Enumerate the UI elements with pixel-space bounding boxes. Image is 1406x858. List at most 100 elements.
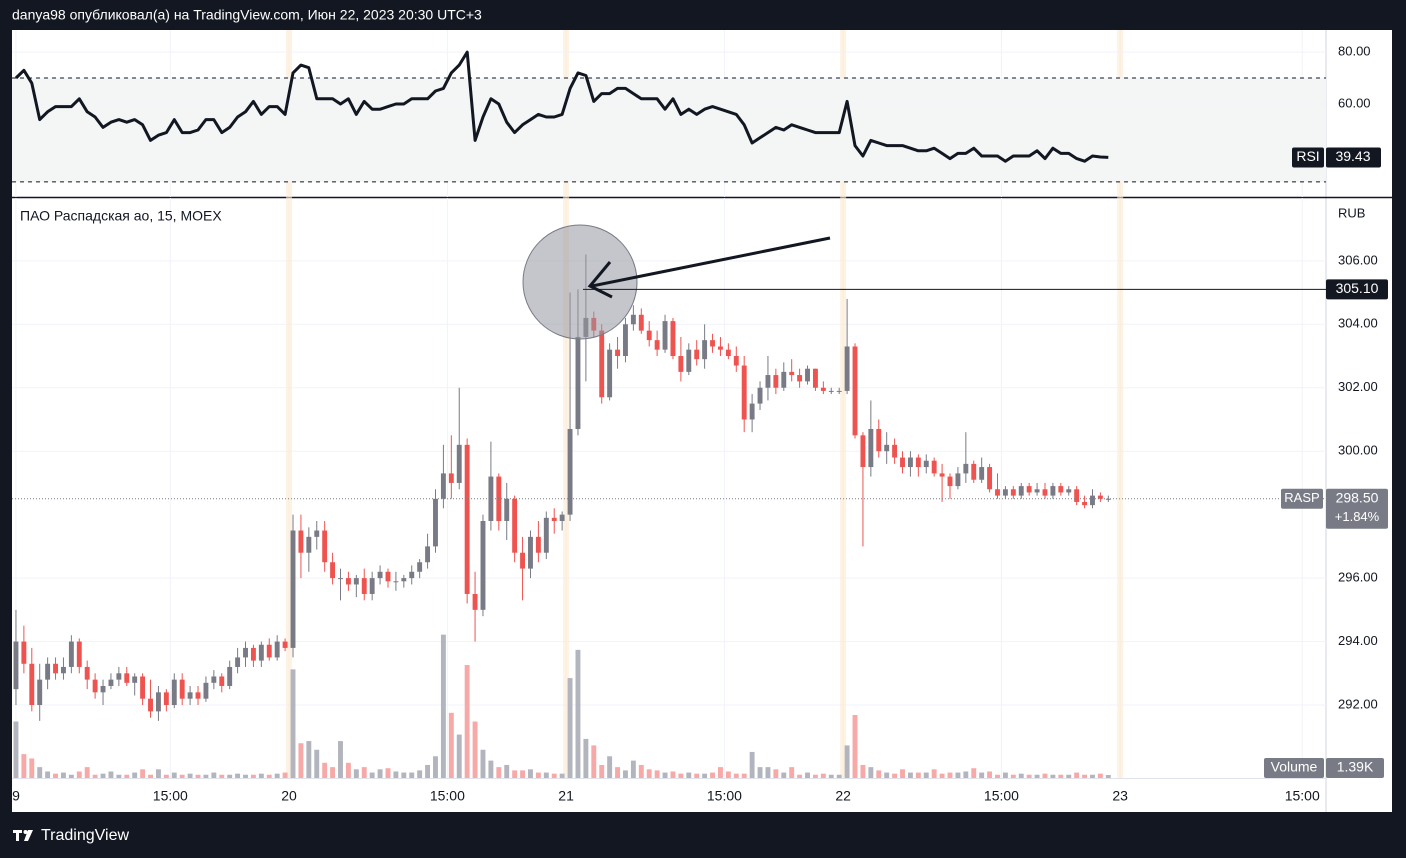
volume-bar <box>219 774 225 778</box>
candle-body <box>345 578 351 585</box>
volume-bar <box>852 715 858 778</box>
volume-bar <box>21 754 27 778</box>
session-breaks <box>286 30 1124 778</box>
candle-body <box>805 368 810 382</box>
volume-bar <box>733 773 739 778</box>
volume-bar <box>868 767 874 778</box>
candle-body <box>551 517 557 521</box>
rsi-band-fill <box>12 78 1326 182</box>
candle-body <box>440 473 446 499</box>
volume-bar <box>836 774 842 778</box>
candle-body <box>995 489 1000 496</box>
rsi-tick-label: 60.00 <box>1338 95 1371 110</box>
candle-body <box>1002 489 1008 496</box>
volume-bar <box>266 774 272 778</box>
candle-body <box>757 387 763 404</box>
last-price-badge <box>1326 488 1388 529</box>
volume-bar <box>464 665 470 778</box>
candle-body <box>37 679 43 706</box>
candle-body <box>243 647 248 658</box>
candle-body <box>955 473 961 487</box>
candle-body <box>725 349 731 357</box>
volume-bar <box>148 774 153 778</box>
candle-body <box>353 578 359 585</box>
volume-bar <box>155 769 161 778</box>
candle-body <box>987 467 993 490</box>
volume-bar <box>353 769 359 778</box>
volume-name: Volume <box>1271 759 1318 775</box>
volume-bar <box>575 649 581 778</box>
candle-body <box>915 457 921 468</box>
y-tick-label: 294.00 <box>1338 633 1378 648</box>
header: danya98 опубликовал(а) на TradingView.co… <box>12 7 482 23</box>
volume-bar <box>939 773 945 778</box>
candle-body <box>844 346 850 391</box>
volume-bar <box>1082 774 1088 778</box>
x-tick-label: 15:00 <box>430 788 465 804</box>
volume-bar <box>907 772 913 778</box>
volume-bar <box>931 769 937 778</box>
candle-body <box>116 673 122 680</box>
candle-body <box>884 444 890 452</box>
candle-body <box>45 663 51 680</box>
axis-labels: 306.00 304.00 302.00 300.00 296.00 294.00 292.… <box>12 252 1378 803</box>
volume-bar <box>623 770 628 778</box>
candle-body <box>266 644 272 658</box>
candle-body <box>575 336 581 429</box>
candle-body <box>947 476 953 487</box>
volume-bar <box>1042 773 1048 778</box>
candle-body <box>852 346 858 436</box>
volume-bar <box>1010 774 1016 778</box>
volume-bar <box>409 772 415 778</box>
volume-bar <box>179 774 185 778</box>
x-tick-label: 23 <box>1112 788 1128 804</box>
volume-bar <box>274 773 280 778</box>
candle-body <box>1034 489 1040 493</box>
volume-bar <box>211 772 217 778</box>
candle-body <box>21 641 27 664</box>
volume-bar <box>203 774 209 778</box>
volume-bar <box>393 771 399 778</box>
candle-body <box>187 692 193 699</box>
candle-body <box>1010 489 1016 496</box>
volume-bar <box>995 774 1000 778</box>
volume-bar <box>456 734 462 778</box>
volume-bar <box>520 770 526 778</box>
volume-bar <box>195 774 201 778</box>
candle-body <box>504 498 510 521</box>
annotation <box>522 224 1326 340</box>
volume-bar <box>258 773 264 778</box>
candle-body <box>274 641 280 658</box>
volume-bar <box>876 770 882 778</box>
candle-body <box>155 692 161 712</box>
x-tick-label: 9 <box>12 788 20 804</box>
candle-body <box>1042 489 1048 496</box>
y-tick-label: 304.00 <box>1338 316 1378 331</box>
last-price-label: 298.50 <box>1336 489 1379 505</box>
legend-title: ПАО Распадская ао, 15, MOEX <box>20 208 222 224</box>
candle-body <box>53 663 58 674</box>
volume-bar <box>84 767 90 778</box>
candle-body <box>1050 486 1056 496</box>
volume-bar <box>702 773 708 778</box>
candle-body <box>773 375 779 388</box>
volume-bar <box>915 772 921 778</box>
volume-value-badge <box>1326 758 1384 778</box>
volume-bar <box>377 769 383 778</box>
footer-brand: TradingView <box>41 827 129 844</box>
volume-bar <box>1074 772 1080 778</box>
candle-body <box>662 321 668 350</box>
candle-body <box>1066 489 1072 493</box>
volume-bar <box>923 772 929 778</box>
volume-bar <box>805 772 810 778</box>
candle-body <box>227 666 233 686</box>
candle-body <box>694 349 700 360</box>
candle-body <box>820 387 826 391</box>
volume-bar <box>37 767 43 778</box>
volume-bar <box>108 771 114 778</box>
session-break <box>840 30 847 778</box>
volume-bar <box>235 773 241 778</box>
candle-body <box>781 371 787 388</box>
volume-bar <box>1058 774 1064 778</box>
